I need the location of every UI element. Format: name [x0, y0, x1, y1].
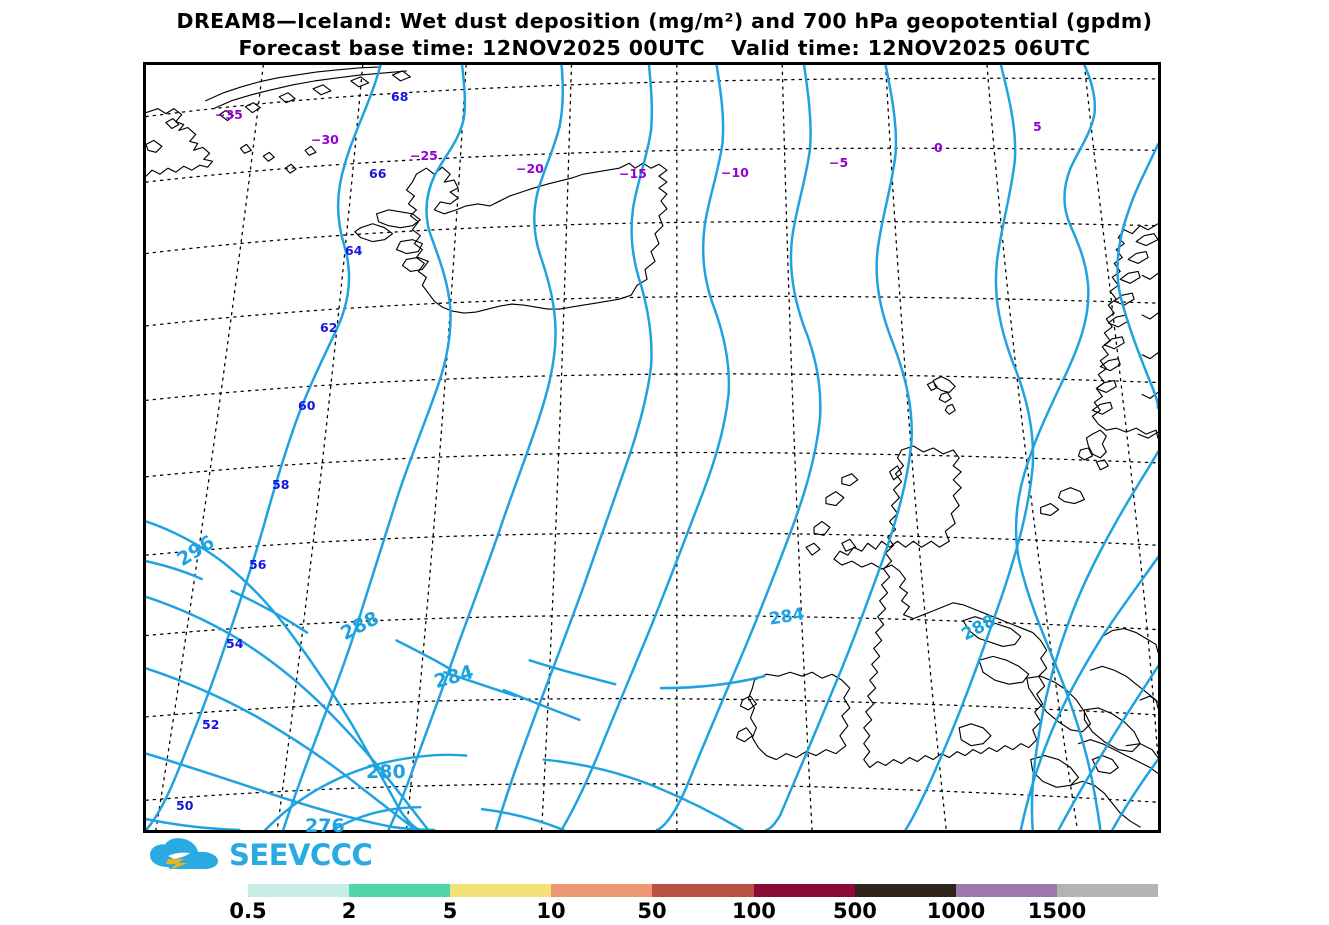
colorbar-tick-1500: 1500	[1027, 899, 1087, 923]
colorbar-tick-10: 10	[536, 899, 566, 923]
map-frame[interactable]: .coast { fill:none; stroke:#000; stroke-…	[143, 62, 1161, 833]
coastline-greenland	[146, 66, 412, 177]
coastline-great-britain	[805, 445, 1158, 788]
map-canvas[interactable]: .coast { fill:none; stroke:#000; stroke-…	[146, 65, 1158, 830]
coastline-iceland	[354, 162, 668, 314]
forecast-base-time-label: Forecast base time: 12NOV2025 00UTC	[238, 35, 705, 60]
cloud-icon	[150, 838, 218, 870]
graticule-parallels	[146, 77, 1158, 803]
colorbar-segment-5	[753, 884, 855, 897]
colorbar-tick-500: 500	[833, 899, 877, 923]
colorbar-segment-7	[955, 884, 1057, 897]
colorbar-gradient	[248, 884, 1158, 897]
colorbar-tick-50: 50	[637, 899, 667, 923]
colorbar-segment-6	[854, 884, 956, 897]
colorbar-segment-3	[551, 884, 653, 897]
colorbar-tick-100: 100	[732, 899, 776, 923]
colorbar-tick-2: 2	[341, 899, 357, 923]
coastline-denmark-netherlands-france	[1069, 628, 1158, 828]
page-title: DREAM8—Iceland: Wet dust deposition (mg/…	[176, 9, 1153, 33]
title-block: DREAM8—Iceland: Wet dust deposition (mg/…	[0, 8, 1329, 61]
colorbar-segment-8	[1056, 884, 1158, 897]
colorbar-tick-5: 5	[442, 899, 458, 923]
deposition-colorbar[interactable]: 0.5 2 5 10 50 100 500 1000 1500	[229, 884, 1158, 924]
coastline-faroe-islands	[926, 375, 956, 415]
coastline-ireland	[735, 671, 851, 761]
seevccc-logo[interactable]: SEEVCCC	[148, 836, 373, 874]
geopotential-contours	[146, 65, 1158, 830]
valid-time-label: Valid time: 12NOV2025 06UTC	[730, 35, 1091, 60]
colorbar-tick-0.5: 0.5	[229, 899, 267, 923]
seevccc-logo-text: SEEVCCC	[229, 837, 373, 872]
graticule-meridians	[155, 65, 1158, 830]
colorbar-tick-labels: 0.5 2 5 10 50 100 500 1000 1500	[229, 897, 1158, 923]
colorbar-segment-2	[450, 884, 552, 897]
colorbar-tick-1000: 1000	[926, 899, 986, 923]
colorbar-segment-4	[652, 884, 754, 897]
colorbar-segment-0	[248, 884, 350, 897]
colorbar-segment-1	[349, 884, 451, 897]
coastline-shetland-orkney	[1040, 429, 1109, 517]
title-times-line: Forecast base time: 12NOV2025 00UTC Valid…	[0, 35, 1329, 62]
coastline-scandinavia	[1091, 223, 1158, 439]
